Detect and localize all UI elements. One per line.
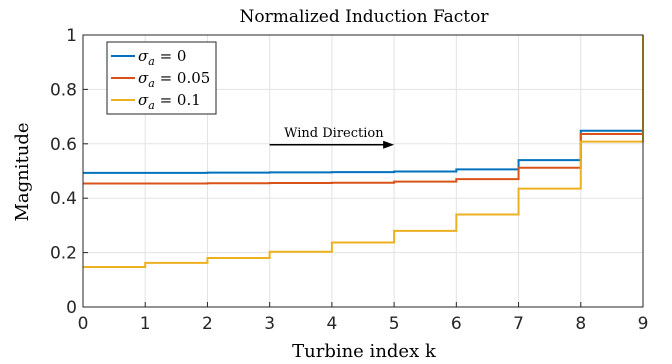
y-tick-label: 0 — [66, 298, 77, 318]
x-tick-label: 3 — [264, 314, 275, 334]
x-axis-label: Turbine index k — [292, 341, 437, 362]
x-tick-label: 4 — [326, 314, 337, 334]
legend-label: σa = 0.05 — [138, 69, 210, 90]
y-tick-label: 0.8 — [50, 80, 77, 100]
x-tick-label: 1 — [140, 314, 151, 334]
x-tick-label: 5 — [389, 314, 400, 334]
x-tick-label: 7 — [513, 314, 524, 334]
legend-label: σa = 0.1 — [138, 91, 201, 112]
x-tick-label: 9 — [638, 314, 649, 334]
y-tick-label: 0.4 — [50, 189, 77, 209]
y-axis-label: Magnitude — [12, 122, 33, 221]
series-line-2 — [83, 35, 644, 269]
y-tick-label: 0.2 — [50, 244, 77, 264]
y-tick-label: 1 — [66, 26, 77, 46]
wind-direction-arrowhead — [383, 140, 395, 149]
x-axis-ticks: 0 1 2 3 4 5 6 7 8 9 — [78, 302, 649, 334]
x-tick-label: 8 — [575, 314, 586, 334]
y-axis-ticks: 0 0.2 0.4 0.6 0.8 1 — [50, 26, 88, 318]
chart-title: Normalized Induction Factor — [239, 7, 489, 27]
legend-label: σa = 0 — [138, 47, 186, 68]
x-tick-label: 6 — [451, 314, 462, 334]
x-tick-label: 2 — [202, 314, 213, 334]
y-tick-label: 0.6 — [50, 135, 77, 155]
series-lines — [83, 35, 644, 269]
wind-direction-annotation: Wind Direction — [269, 126, 395, 149]
x-tick-label: 0 — [78, 314, 89, 334]
wind-direction-label: Wind Direction — [284, 126, 384, 141]
plot-area-border — [82, 34, 644, 308]
